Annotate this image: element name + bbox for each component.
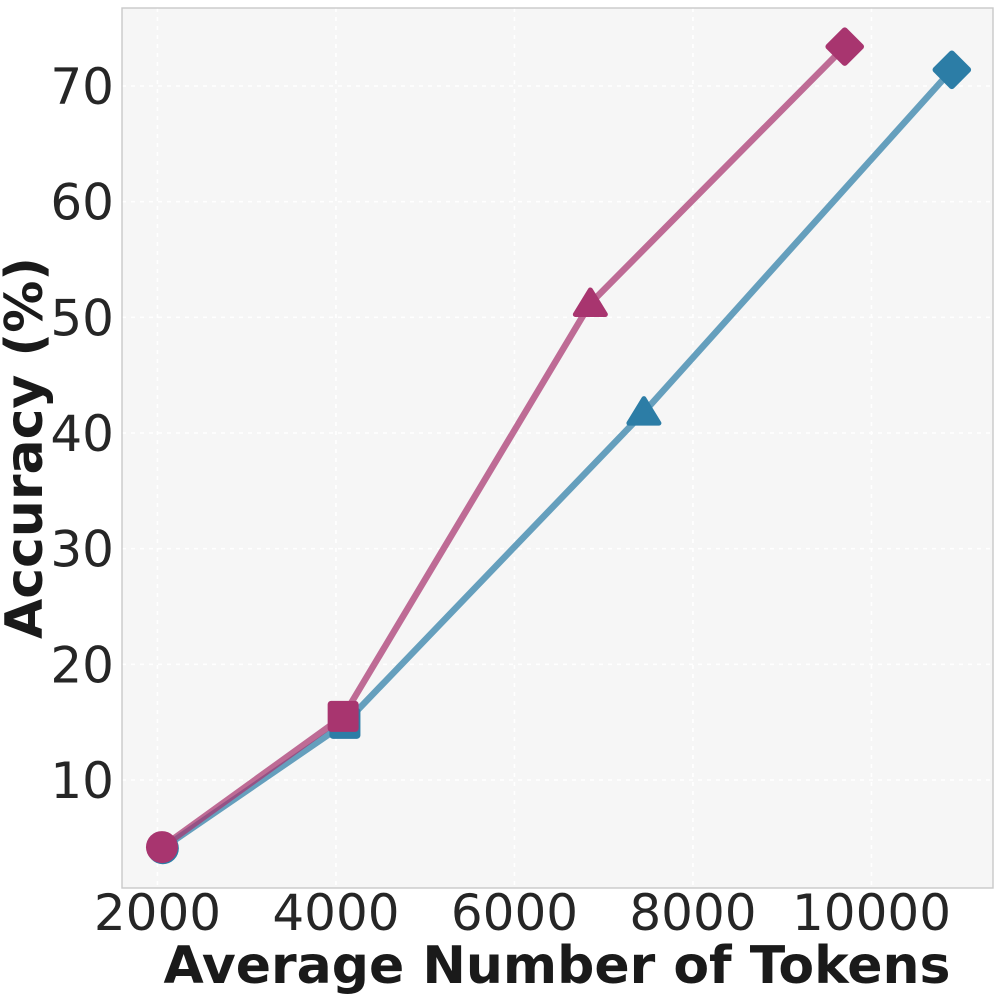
y-axis-label: Accuracy (%) bbox=[0, 257, 55, 639]
triangle-marker bbox=[626, 396, 662, 426]
y-tick-label: 40 bbox=[50, 405, 114, 463]
plot-area bbox=[122, 8, 993, 888]
x-tick-label: 8000 bbox=[629, 884, 756, 942]
x-tick-label: 2000 bbox=[94, 884, 221, 942]
data-series bbox=[145, 27, 972, 865]
y-tick-label: 60 bbox=[50, 174, 114, 232]
triangle-marker bbox=[572, 287, 608, 317]
gridlines bbox=[122, 8, 993, 888]
x-tick-label: 6000 bbox=[451, 884, 578, 942]
diamond-marker bbox=[932, 50, 972, 90]
square-marker bbox=[327, 700, 359, 732]
series-line bbox=[158, 43, 848, 851]
circle-marker bbox=[145, 831, 178, 864]
series-pink bbox=[145, 27, 864, 864]
y-tick-label: 30 bbox=[50, 521, 114, 579]
x-tick-label: 10000 bbox=[792, 884, 951, 942]
y-tick-label: 20 bbox=[50, 636, 114, 694]
plot-border bbox=[121, 7, 994, 889]
diamond-marker bbox=[825, 27, 864, 66]
x-axis-label: Average Number of Tokens bbox=[163, 936, 950, 996]
y-tick-label: 50 bbox=[50, 289, 114, 347]
series-line bbox=[159, 66, 956, 852]
tick-labels: 2000 4000 6000 8000 10000 10 20 30 40 50 60 70 bbox=[50, 58, 951, 942]
y-tick-label: 70 bbox=[50, 58, 114, 116]
y-tick-label: 10 bbox=[50, 752, 114, 810]
x-tick-label: 4000 bbox=[272, 884, 399, 942]
